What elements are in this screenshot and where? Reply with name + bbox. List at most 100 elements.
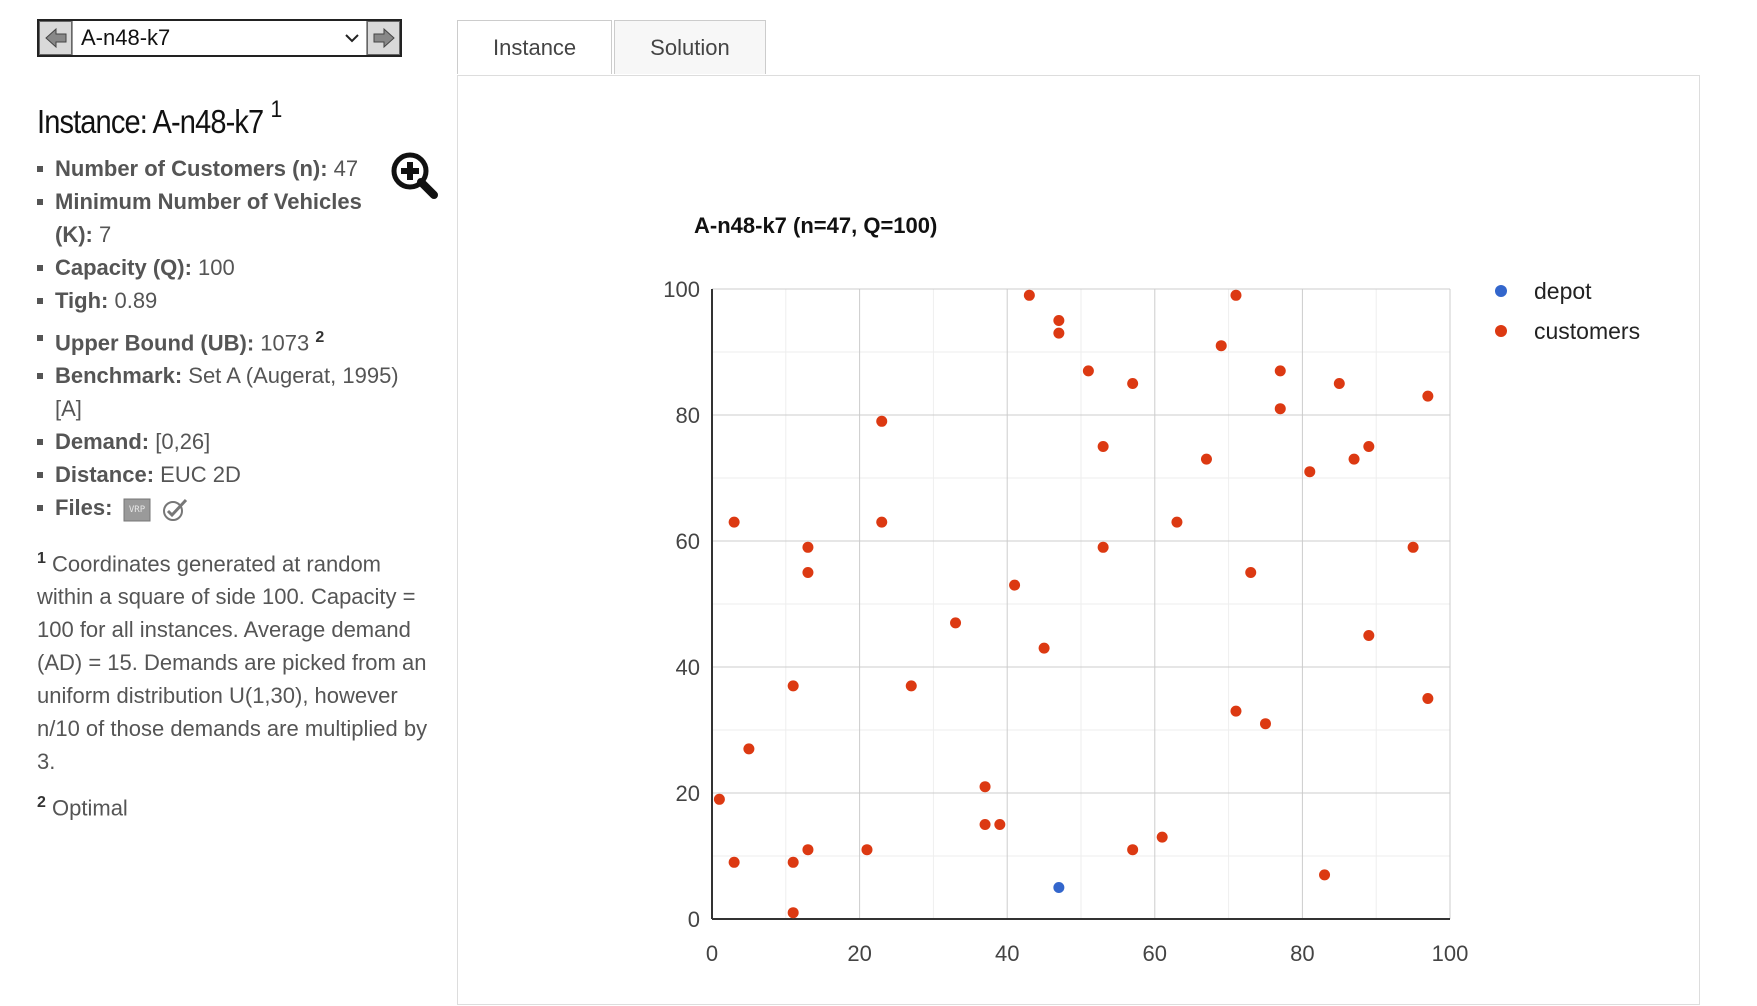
customer-point xyxy=(802,541,814,553)
customer-point xyxy=(1422,693,1434,704)
solution-file-icon[interactable] xyxy=(161,497,189,523)
y-tick-label: 20 xyxy=(676,781,700,806)
prop-benchmark: Benchmark: Set A (Augerat, 1995) [A] xyxy=(37,359,415,425)
customer-point xyxy=(1097,541,1109,553)
customer-point xyxy=(802,844,814,856)
customer-point xyxy=(950,617,962,629)
prop-files: Files: VRP xyxy=(37,491,437,524)
customer-point xyxy=(1230,289,1242,301)
tab-solution[interactable]: Solution xyxy=(614,20,766,74)
customer-point xyxy=(1245,567,1257,578)
x-tick-label: 80 xyxy=(1290,941,1314,966)
arrow-right-icon xyxy=(373,27,395,49)
customer-point xyxy=(979,819,991,830)
customer-point xyxy=(905,680,917,692)
customer-point xyxy=(1215,340,1227,352)
x-tick-label: 100 xyxy=(1432,941,1469,966)
tab-panel: 0 20 40 60 80 100 0 20 40 60 80 100 A-n48-k7 (n=47, … xyxy=(457,75,1700,1005)
customer-point xyxy=(1407,541,1419,553)
customer-point xyxy=(1304,466,1316,478)
legend-marker-depot xyxy=(1495,285,1507,297)
prop-demand: Demand: [0,26] xyxy=(37,425,437,458)
x-tick-label: 20 xyxy=(847,941,871,966)
customer-point xyxy=(1348,453,1360,465)
page-title-name: A-n48-k7 xyxy=(152,103,265,140)
customer-point xyxy=(979,781,991,793)
x-tick-label: 0 xyxy=(706,941,718,966)
vrp-file-icon[interactable]: VRP xyxy=(123,498,151,522)
page-title: Instance: A-n48-k7 1 xyxy=(37,96,282,141)
customer-point xyxy=(876,516,888,528)
chart-title: A-n48-k7 (n=47, Q=100) xyxy=(694,213,937,238)
customer-point xyxy=(787,680,799,692)
customer-point xyxy=(861,844,873,856)
customer-point xyxy=(1009,579,1021,591)
instance-properties: Number of Customers (n): 47 Minimum Numb… xyxy=(37,152,437,524)
customer-point xyxy=(1127,844,1139,856)
y-tick-label: 60 xyxy=(676,529,700,554)
previous-instance-button[interactable] xyxy=(39,21,72,55)
customer-point xyxy=(1363,630,1375,641)
y-tick-label: 80 xyxy=(676,403,700,428)
prop-min-vehicles: Minimum Number of Vehicles (K): 7 xyxy=(37,185,385,251)
footnote-2: 2 Optimal xyxy=(37,794,128,821)
legend-label-customers: customers xyxy=(1534,318,1640,344)
x-tick-label: 40 xyxy=(995,941,1019,966)
scatter-chart: 0 20 40 60 80 100 0 20 40 60 80 100 A-n48-k7 (n=47, … xyxy=(663,213,1640,966)
page-title-prefix: Instance: xyxy=(37,103,153,140)
footnote-1: 1 Coordinates generated at random within… xyxy=(37,550,428,775)
legend-marker-customers xyxy=(1495,325,1507,337)
prop-upper-bound: Upper Bound (UB): 1073 2 xyxy=(37,321,437,359)
footnotes: 1 Coordinates generated at random within… xyxy=(37,542,437,833)
y-tick-label: 40 xyxy=(676,655,700,680)
customer-point xyxy=(787,856,799,868)
customer-point xyxy=(1230,705,1242,717)
view-tabs: Instance Solution xyxy=(457,20,768,74)
customer-point xyxy=(1097,441,1109,452)
customer-point xyxy=(1200,453,1212,465)
prop-tigh: Tigh: 0.89 xyxy=(37,284,437,317)
legend-label-depot: depot xyxy=(1534,278,1592,304)
instance-select[interactable]: A-n48-k7 xyxy=(72,21,367,55)
arrow-left-icon xyxy=(44,27,66,49)
customer-point xyxy=(743,743,755,755)
customer-point xyxy=(1156,831,1168,843)
customer-point xyxy=(1082,365,1094,377)
tab-instance[interactable]: Instance xyxy=(457,20,613,74)
x-tick-label: 60 xyxy=(1143,941,1167,966)
customer-point xyxy=(994,819,1006,830)
customer-point xyxy=(1127,378,1139,389)
next-instance-button[interactable] xyxy=(367,21,400,55)
y-tick-label: 100 xyxy=(663,277,700,302)
customer-point xyxy=(728,516,740,528)
customer-point xyxy=(876,415,888,427)
svg-text:VRP: VRP xyxy=(128,505,145,515)
customer-point xyxy=(1260,718,1271,730)
instance-select-value: A-n48-k7 xyxy=(81,25,171,50)
zoom-in-icon[interactable] xyxy=(390,151,438,199)
customer-point xyxy=(1023,289,1035,301)
customer-point xyxy=(1053,327,1065,339)
customer-point xyxy=(802,567,814,578)
depot-point xyxy=(1053,882,1065,893)
customer-point xyxy=(1038,642,1050,654)
customer-point xyxy=(1274,403,1286,415)
title-footnote-ref: 1 xyxy=(270,96,283,123)
customer-point xyxy=(1274,365,1286,377)
customer-point xyxy=(787,907,799,919)
customer-point xyxy=(713,793,725,805)
y-tick-label: 0 xyxy=(688,907,700,932)
customer-point xyxy=(1363,441,1375,452)
chevron-down-icon xyxy=(345,34,359,43)
customer-point xyxy=(728,856,740,868)
ub-footnote-ref: 2 xyxy=(315,329,325,346)
customer-point xyxy=(1333,378,1345,389)
customer-point xyxy=(1171,516,1183,528)
prop-distance: Distance: EUC 2D xyxy=(37,458,437,491)
customer-point xyxy=(1319,869,1331,881)
prop-capacity: Capacity (Q): 100 xyxy=(37,251,437,284)
prop-customers: Number of Customers (n): 47 xyxy=(37,152,437,185)
instance-navigator: A-n48-k7 xyxy=(37,19,402,57)
customer-point xyxy=(1053,315,1065,326)
customer-point xyxy=(1422,390,1434,402)
